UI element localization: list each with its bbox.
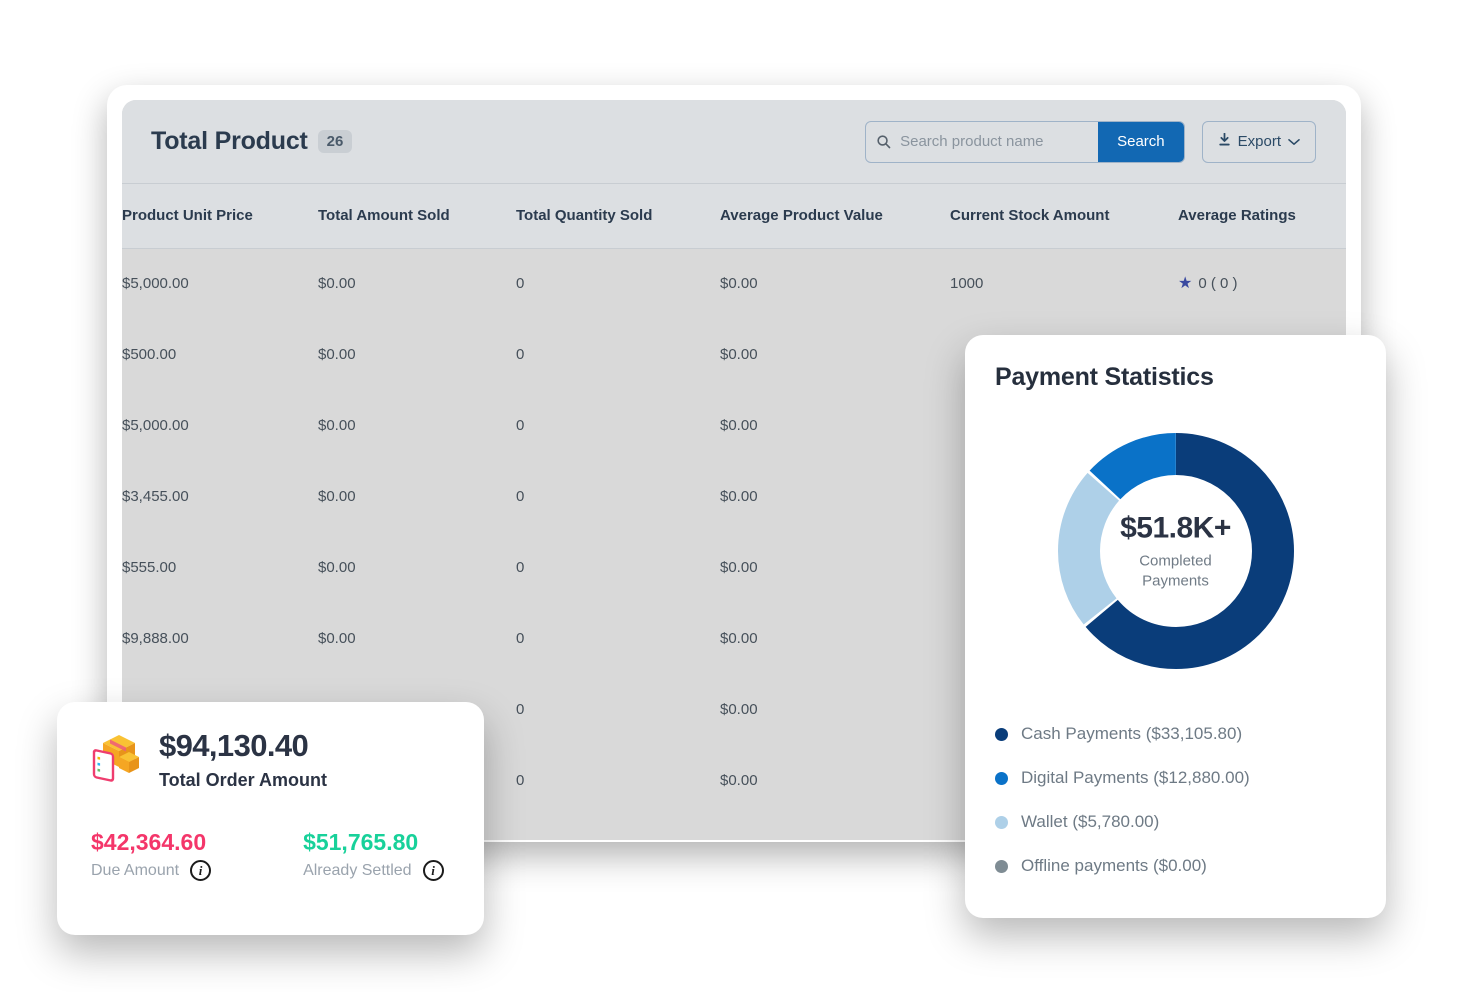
legend-item-2[interactable]: Wallet ($5,780.00): [995, 800, 1356, 844]
cell-avg-product-value: $0.00: [720, 603, 950, 674]
order-stat-value: $51,765.80: [303, 828, 419, 855]
info-icon[interactable]: i: [190, 860, 212, 882]
legend-label: Offline payments ($0.00): [1021, 856, 1207, 875]
cell-avg-product-value: $0.00: [720, 674, 950, 745]
legend-label: Digital Payments ($12,880.00): [1021, 768, 1250, 787]
package-box-icon: [85, 727, 143, 790]
legend-label: Cash Payments ($33,105.80): [1021, 724, 1243, 743]
payment-donut-chart: $51.8K+ Completed Payments: [1045, 420, 1307, 682]
download-icon: [1218, 132, 1231, 151]
search-group: Search: [865, 120, 1185, 163]
order-stat-label: Already Settled: [303, 861, 412, 879]
legend-item-0[interactable]: Cash Payments ($33,105.80): [995, 712, 1356, 756]
cell-quantity-sold: 0: [516, 461, 720, 532]
cell-avg-product-value: $0.00: [720, 390, 950, 461]
cell-avg-product-value: $0.00: [720, 461, 950, 532]
cell-amount-sold: $0.00: [318, 319, 516, 390]
table-header-bar: Total Product 26 Search: [122, 100, 1346, 184]
page-title: Total Product: [151, 127, 308, 155]
legend-color-dot: [995, 771, 1008, 785]
cell-quantity-sold: 0: [516, 674, 720, 745]
order-amount-block: $94,130.40 Total Order Amount: [159, 726, 327, 791]
column-header-current-stock[interactable]: Current Stock Amount: [950, 184, 1178, 249]
rating-value: 0 ( 0 ): [1198, 275, 1238, 293]
cell-avg-product-value: $0.00: [720, 248, 950, 319]
export-button[interactable]: Export: [1201, 120, 1316, 163]
order-stat-value: $42,364.60: [91, 828, 207, 855]
cell-unit-price: $3,455.00: [122, 461, 318, 532]
cell-avg-product-value: $0.00: [720, 319, 950, 390]
search-button[interactable]: Search: [1098, 121, 1184, 162]
order-stat-0: $42,364.60 Due Amount i: [91, 828, 212, 882]
payment-statistics-card: Payment Statistics $51.8K+ Completed Pay…: [965, 335, 1386, 918]
cell-quantity-sold: 0: [516, 319, 720, 390]
cell-amount-sold: $0.00: [318, 532, 516, 603]
payment-statistics-title: Payment Statistics: [995, 363, 1214, 391]
payment-legend: Cash Payments ($33,105.80) Digital Paymen…: [995, 712, 1356, 888]
cell-amount-sold: $0.00: [318, 461, 516, 532]
legend-item-1[interactable]: Digital Payments ($12,880.00): [995, 756, 1356, 800]
export-button-label: Export: [1237, 133, 1281, 150]
legend-item-3[interactable]: Offline payments ($0.00): [995, 844, 1356, 888]
column-header-avg-product-value[interactable]: Average Product Value: [720, 184, 950, 249]
order-stat-label-row: Due Amount i: [91, 860, 212, 882]
total-order-amount-card: $94,130.40 Total Order Amount $42,364.60…: [57, 702, 484, 935]
cell-current-stock: 1000: [950, 248, 1178, 319]
star-icon: ★: [1178, 274, 1193, 292]
order-stat-label-row: Already Settled i: [303, 860, 444, 882]
cell-quantity-sold: 0: [516, 745, 720, 816]
cell-quantity-sold: 0: [516, 532, 720, 603]
search-icon: [866, 122, 900, 162]
cell-unit-price: $9,888.00: [122, 603, 318, 674]
cell-amount-sold: $0.00: [318, 603, 516, 674]
search-input[interactable]: [900, 121, 1099, 162]
cell-quantity-sold: 0: [516, 390, 720, 461]
info-icon[interactable]: i: [422, 860, 444, 882]
donut-sublabel-line2: Payments: [1142, 572, 1209, 589]
total-order-amount-value: $94,130.40: [159, 728, 309, 763]
order-stat-1: $51,765.80 Already Settled i: [303, 829, 444, 882]
total-order-amount-label: Total Order Amount: [159, 769, 327, 790]
cell-avg-product-value: $0.00: [720, 745, 950, 816]
donut-sublabel-line1: Completed: [1139, 552, 1212, 570]
order-card-top: $94,130.40 Total Order Amount: [57, 702, 484, 791]
column-header-quantity-sold[interactable]: Total Quantity Sold: [516, 184, 720, 249]
order-stat-label: Due Amount: [91, 861, 180, 879]
donut-slice-digital: [1057, 433, 1294, 669]
table-row[interactable]: $5,000.00 $0.00 0 $0.00 1000 ★ 0 ( 0 ): [122, 248, 1346, 319]
chevron-down-icon: [1288, 133, 1300, 150]
table-title-group: Total Product 26: [151, 127, 353, 156]
donut-svg: [1057, 433, 1294, 669]
cell-avg-product-value: $0.00: [720, 532, 950, 603]
table-header-actions: Search Export: [865, 120, 1316, 163]
cell-quantity-sold: 0: [516, 603, 720, 674]
cell-avg-rating: ★ 0 ( 0 ): [1178, 248, 1346, 319]
product-count-badge: 26: [317, 130, 353, 153]
cell-unit-price: $5,000.00: [122, 248, 318, 319]
cell-unit-price: $500.00: [122, 319, 318, 390]
table-header-row: Product Unit Price Total Amount Sold Tot…: [122, 184, 1346, 249]
donut-center-sublabel: Completed Payments: [1096, 552, 1256, 591]
legend-label: Wallet ($5,780.00): [1021, 812, 1160, 831]
legend-color-dot: [995, 815, 1008, 829]
cell-quantity-sold: 0: [516, 248, 720, 319]
cell-unit-price: $555.00: [122, 532, 318, 603]
donut-center-label: $51.8K+ Completed Payments: [1096, 512, 1256, 591]
cell-amount-sold: $0.00: [318, 248, 516, 319]
column-header-amount-sold[interactable]: Total Amount Sold: [318, 184, 516, 249]
donut-slice-wallet: [1057, 433, 1294, 669]
cell-amount-sold: $0.00: [318, 390, 516, 461]
table-head: Product Unit Price Total Amount Sold Tot…: [122, 184, 1346, 249]
column-header-avg-ratings[interactable]: Average Ratings: [1178, 184, 1346, 249]
legend-color-dot: [995, 727, 1008, 741]
legend-color-dot: [995, 859, 1008, 873]
order-card-stats: $42,364.60 Due Amount i $51,765.80 Already S…: [57, 791, 484, 882]
cell-unit-price: $5,000.00: [122, 390, 318, 461]
donut-center-value: $51.8K+: [1120, 511, 1231, 545]
column-header-unit-price[interactable]: Product Unit Price: [122, 184, 318, 249]
